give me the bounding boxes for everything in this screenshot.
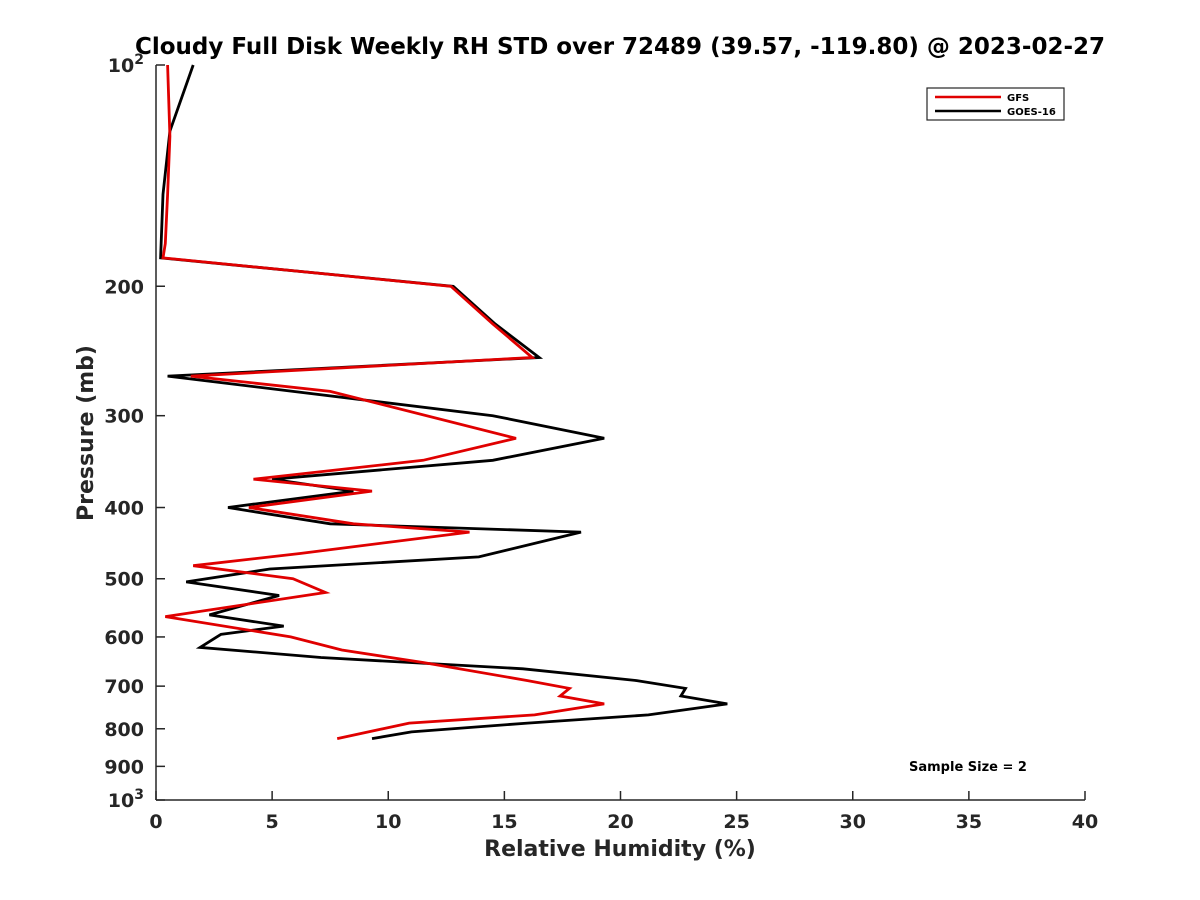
x-tick-label: 40 bbox=[1072, 811, 1098, 833]
x-tick-label: 0 bbox=[149, 811, 162, 833]
x-tick-label: 35 bbox=[956, 811, 982, 833]
series-line-goes-16 bbox=[159, 64, 728, 740]
y-tick-label-power: 102 bbox=[108, 52, 144, 77]
sample-size-annotation: Sample Size = 2 bbox=[909, 760, 1027, 775]
x-tick-label: 30 bbox=[840, 811, 866, 833]
x-tick-label: 25 bbox=[723, 811, 749, 833]
x-axis-label: Relative Humidity (%) bbox=[484, 837, 756, 862]
y-ticks: 200 300 400 500 600 700 800 900 102 103 bbox=[104, 52, 165, 812]
axes bbox=[155, 65, 1085, 801]
y-tick-label-power: 103 bbox=[108, 787, 144, 812]
y-tick-label: 200 bbox=[104, 276, 144, 298]
y-tick-label: 500 bbox=[104, 569, 144, 591]
y-tick-label: 300 bbox=[104, 406, 144, 428]
y-tick-label: 900 bbox=[104, 756, 144, 778]
chart-title: Cloudy Full Disk Weekly RH STD over 7248… bbox=[135, 34, 1105, 60]
legend-label: GOES-16 bbox=[1007, 107, 1056, 118]
y-tick-label: 700 bbox=[104, 676, 144, 698]
x-ticks: 0 5 10 15 20 25 30 35 40 bbox=[149, 791, 1098, 833]
y-tick-label: 600 bbox=[104, 627, 144, 649]
y-tick-label: 400 bbox=[104, 498, 144, 520]
y-axis-label: Pressure (mb) bbox=[74, 345, 99, 521]
legend-label: GFS bbox=[1007, 93, 1029, 104]
x-tick-label: 10 bbox=[375, 811, 401, 833]
x-tick-label: 15 bbox=[491, 811, 517, 833]
x-tick-label: 5 bbox=[266, 811, 279, 833]
y-tick-label: 800 bbox=[104, 719, 144, 741]
x-tick-label: 20 bbox=[607, 811, 633, 833]
series-lines bbox=[159, 64, 728, 740]
series-line-gfs bbox=[161, 64, 605, 740]
legend-box bbox=[926, 87, 1065, 121]
legend: GFS GOES-16 bbox=[926, 87, 1065, 121]
legend-items: GFS GOES-16 bbox=[935, 93, 1056, 118]
